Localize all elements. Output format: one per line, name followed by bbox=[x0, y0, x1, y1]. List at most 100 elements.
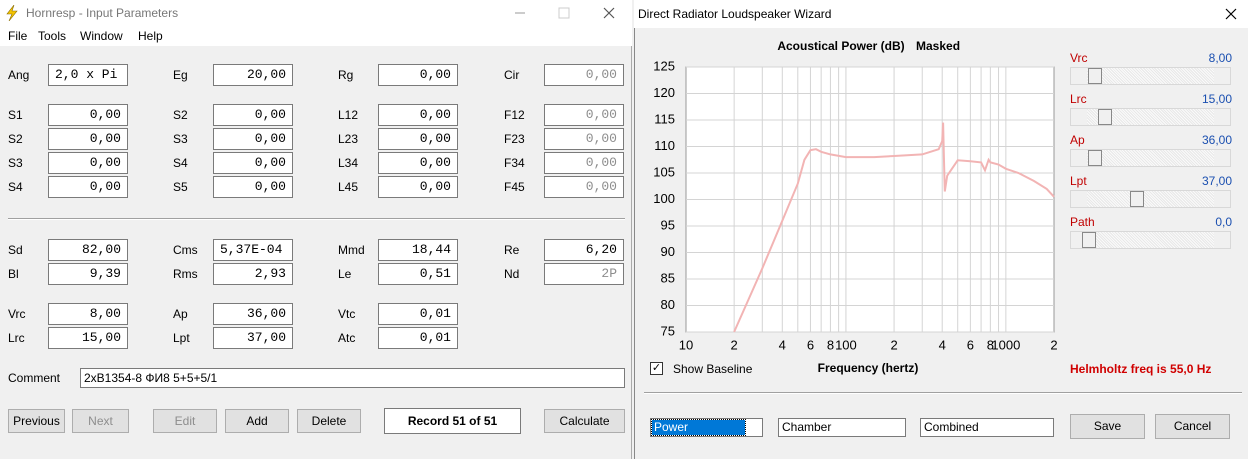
slider-arrow-left bbox=[1071, 68, 1087, 84]
menu-bar bbox=[0, 26, 632, 46]
slider-value: 0,0 bbox=[1215, 215, 1232, 229]
field-label: Ang bbox=[8, 68, 30, 82]
field-input[interactable]: 0,00 bbox=[213, 104, 293, 126]
comment-input[interactable]: 2xB1354-8 ФИ8 5+5+5/1 bbox=[80, 368, 625, 388]
field-input[interactable]: 0,00 bbox=[48, 176, 128, 198]
field-input[interactable]: 82,00 bbox=[48, 239, 128, 261]
field-input[interactable]: 2,0 x Pi bbox=[48, 64, 128, 86]
field-input[interactable]: 0,00 bbox=[378, 64, 458, 86]
button[interactable]: Previous bbox=[8, 409, 65, 433]
field-input[interactable]: 0,00 bbox=[378, 128, 458, 150]
slider-arrow-left bbox=[1071, 191, 1087, 207]
field-input[interactable]: 0,00 bbox=[544, 128, 624, 150]
field-label: S1 bbox=[8, 108, 23, 122]
close-button[interactable] bbox=[1224, 7, 1238, 21]
dropdown-text: Power bbox=[651, 419, 746, 436]
field-label: Lrc bbox=[8, 331, 25, 345]
slider-track[interactable] bbox=[1070, 149, 1231, 167]
slider-track[interactable] bbox=[1070, 190, 1231, 208]
chart-annotation: Masked bbox=[916, 39, 960, 53]
field-input[interactable]: 0,00 bbox=[48, 128, 128, 150]
field-input[interactable]: 5,37E-04 bbox=[213, 239, 293, 261]
slider-thumb[interactable] bbox=[1082, 232, 1096, 248]
field-input[interactable]: 2P bbox=[544, 263, 624, 285]
field-input[interactable]: 0,00 bbox=[213, 176, 293, 198]
slider-label: Vrc bbox=[1070, 51, 1088, 65]
slider-arrow-right bbox=[1214, 109, 1230, 125]
slider-track[interactable] bbox=[1070, 231, 1231, 249]
field-label: L23 bbox=[338, 132, 359, 146]
field-label: Cir bbox=[504, 68, 520, 82]
field-input[interactable]: 0,00 bbox=[544, 176, 624, 198]
field-input[interactable]: 0,00 bbox=[213, 152, 293, 174]
x-tick-label: 100 bbox=[835, 337, 857, 352]
field-label: F34 bbox=[504, 156, 525, 170]
field-input[interactable]: 0,00 bbox=[48, 104, 128, 126]
button[interactable]: Cancel bbox=[1155, 414, 1230, 439]
field-input[interactable]: 0,00 bbox=[544, 64, 624, 86]
field-input[interactable]: 18,44 bbox=[378, 239, 458, 261]
field-input[interactable]: 15,00 bbox=[48, 327, 128, 349]
field-input[interactable]: 2,93 bbox=[213, 263, 293, 285]
slider-arrow-left bbox=[1071, 109, 1087, 125]
field-input[interactable]: 0,00 bbox=[378, 176, 458, 198]
x-axis-label: Frequency (hertz) bbox=[818, 361, 919, 375]
menu-item[interactable]: Tools bbox=[38, 29, 67, 43]
slider-thumb[interactable] bbox=[1130, 191, 1144, 207]
field-input[interactable]: 0,51 bbox=[378, 263, 458, 285]
field-input[interactable]: 0,00 bbox=[378, 152, 458, 174]
field-label: Nd bbox=[504, 267, 520, 281]
field-label: Ap bbox=[173, 307, 188, 321]
app-icon bbox=[6, 5, 18, 21]
field-input[interactable]: 0,01 bbox=[378, 327, 458, 349]
slider-label: Lpt bbox=[1070, 174, 1087, 188]
window-controls[interactable] bbox=[505, 4, 625, 22]
field-input[interactable]: 37,00 bbox=[213, 327, 293, 349]
checkbox[interactable]: ✓ bbox=[650, 362, 663, 375]
button[interactable]: Add bbox=[225, 409, 289, 433]
dropdown[interactable] bbox=[920, 418, 1054, 437]
slider-thumb[interactable] bbox=[1088, 68, 1102, 84]
field-input[interactable]: 0,00 bbox=[544, 152, 624, 174]
button[interactable]: Next bbox=[72, 409, 129, 433]
dropdown[interactable] bbox=[778, 418, 906, 437]
y-tick-label: 105 bbox=[653, 164, 675, 179]
left-title-bar: Hornresp - Input Parameters bbox=[0, 0, 632, 26]
field-label: L34 bbox=[338, 156, 359, 170]
field-label: Eg bbox=[173, 68, 188, 82]
menu-item[interactable]: Window bbox=[80, 29, 123, 43]
slider-thumb[interactable] bbox=[1098, 109, 1112, 125]
field-input[interactable]: 0,00 bbox=[378, 104, 458, 126]
data-line bbox=[734, 123, 1054, 332]
record-display: Record 51 of 51 bbox=[384, 408, 521, 434]
button[interactable]: Edit bbox=[153, 409, 217, 433]
menu-item[interactable]: File bbox=[8, 29, 28, 43]
field-label: S4 bbox=[173, 156, 188, 170]
calculate-button[interactable]: Calculate bbox=[544, 409, 625, 433]
checkbox-label[interactable]: Show Baseline bbox=[673, 362, 753, 376]
x-tick-label: 6 bbox=[967, 337, 974, 352]
x-tick-label: 2 bbox=[1050, 337, 1057, 352]
slider-track[interactable] bbox=[1070, 108, 1231, 126]
slider-thumb[interactable] bbox=[1088, 150, 1102, 166]
slider-track[interactable] bbox=[1070, 67, 1231, 85]
field-input[interactable]: 6,20 bbox=[544, 239, 624, 261]
field-input[interactable]: 0,00 bbox=[544, 104, 624, 126]
field-input[interactable]: 20,00 bbox=[213, 64, 293, 86]
field-input[interactable]: 0,00 bbox=[48, 152, 128, 174]
field-input[interactable]: 9,39 bbox=[48, 263, 128, 285]
menu-item[interactable]: Help bbox=[138, 29, 163, 43]
dropdown-text: Combined bbox=[924, 420, 979, 434]
field-label: S2 bbox=[173, 108, 188, 122]
field-input[interactable]: 0,00 bbox=[213, 128, 293, 150]
button[interactable]: Save bbox=[1070, 414, 1145, 439]
y-tick-label: 110 bbox=[654, 138, 675, 153]
field-input[interactable]: 0,01 bbox=[378, 303, 458, 325]
field-input[interactable]: 8,00 bbox=[48, 303, 128, 325]
field-input[interactable]: 36,00 bbox=[213, 303, 293, 325]
field-label: Cms bbox=[173, 243, 198, 257]
slider-arrow-left bbox=[1071, 150, 1087, 166]
button[interactable]: Delete bbox=[297, 409, 361, 433]
field-label: Atc bbox=[338, 331, 356, 345]
field-label: Vtc bbox=[338, 307, 356, 321]
